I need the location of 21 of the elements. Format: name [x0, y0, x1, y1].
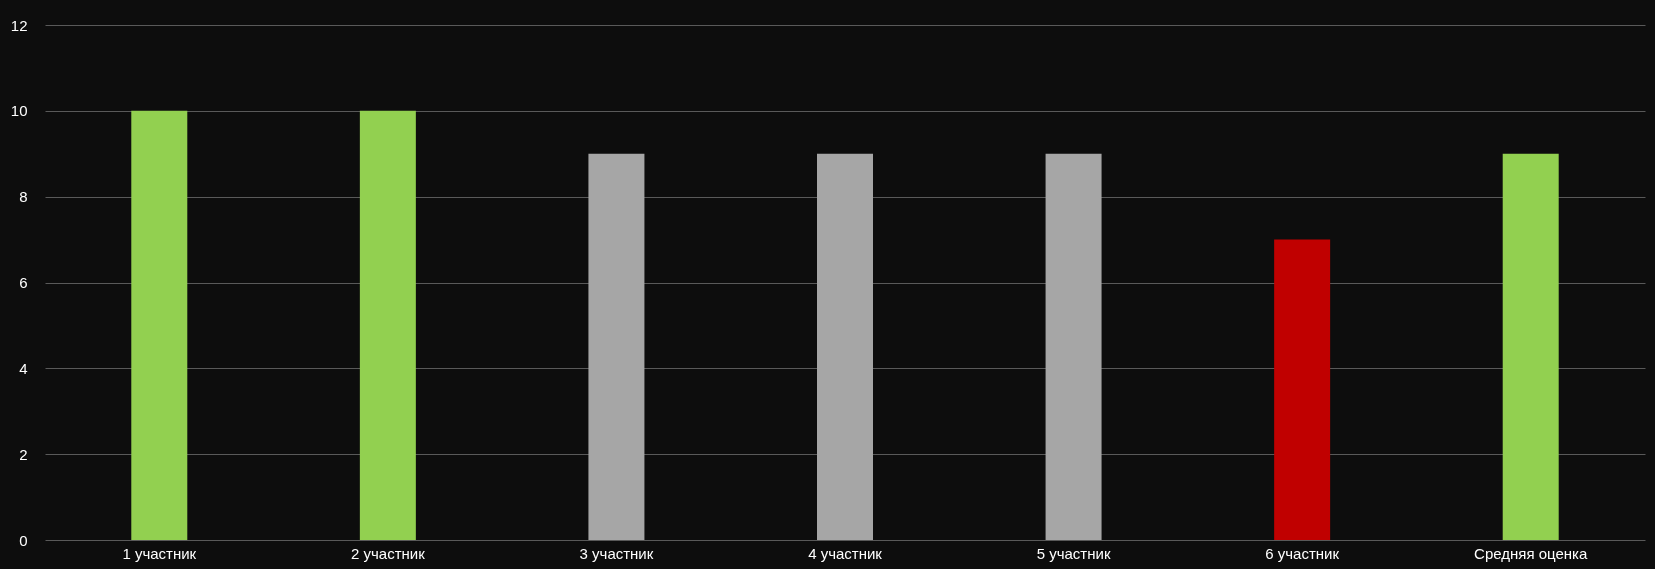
- y-tick-label: 4: [19, 359, 28, 377]
- x-tick-label: 1 участник: [122, 544, 197, 562]
- x-tick-label: Средняя оценка: [1474, 544, 1588, 562]
- bar: [1274, 239, 1331, 540]
- y-tick-label: 0: [19, 531, 28, 549]
- bar: [588, 153, 645, 540]
- x-tick-label: 3 участник: [579, 544, 654, 562]
- bar: [1045, 153, 1102, 540]
- y-tick-label: 12: [10, 16, 28, 34]
- x-tick-label: 5 участник: [1036, 544, 1111, 562]
- x-tick-label: 2 участник: [350, 544, 426, 562]
- x-tick-label: 4 участник: [808, 544, 883, 562]
- x-tick-label: 6 участник: [1265, 544, 1340, 562]
- y-tick-label: 10: [10, 102, 28, 120]
- bar: [1502, 153, 1559, 540]
- y-tick-label: 2: [19, 445, 28, 463]
- bar: [817, 153, 873, 540]
- bar: [131, 110, 188, 540]
- y-tick-label: 6: [19, 274, 28, 291]
- bar: [359, 110, 416, 540]
- y-tick-label: 8: [19, 188, 28, 206]
